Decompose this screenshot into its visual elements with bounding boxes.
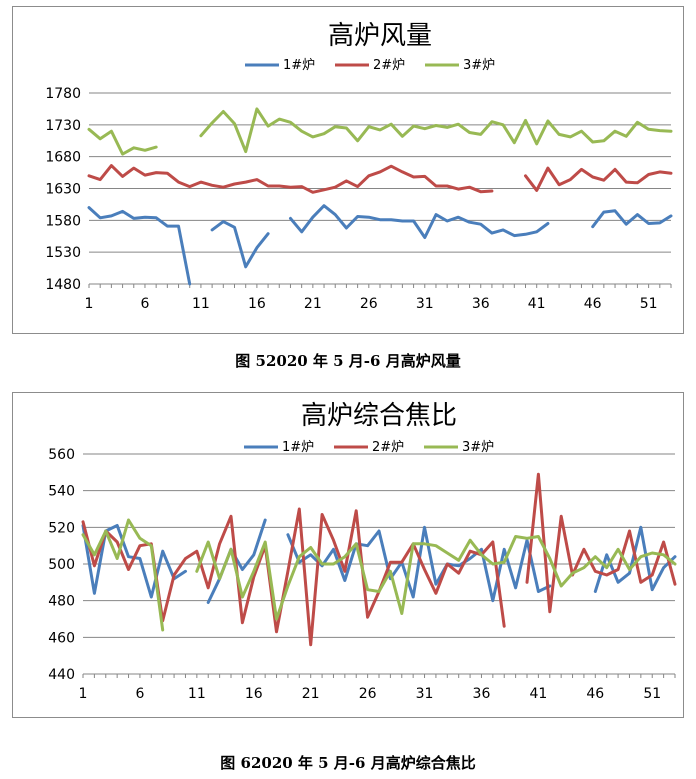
x-tick-label: 51 xyxy=(640,296,658,312)
legend-label: 1#炉 xyxy=(282,440,314,455)
y-tick-label: 520 xyxy=(48,520,75,536)
x-tick-label: 1 xyxy=(79,686,88,702)
series-line-2 xyxy=(87,164,673,194)
x-tick-label: 16 xyxy=(248,296,266,312)
x-tick-label: 46 xyxy=(586,686,604,702)
chart-coke-ratio: 高炉综合焦比 1#炉 2#炉 3#炉 440 460 480 500 520 540 560 1 6 11… xyxy=(12,392,684,718)
series-line-3 xyxy=(87,107,673,156)
legend-label: 3#炉 xyxy=(463,58,495,73)
legend-item: 1#炉 xyxy=(244,440,314,455)
legend-label: 1#炉 xyxy=(283,58,315,73)
x-tick-label: 26 xyxy=(359,686,377,702)
y-tick-label: 1780 xyxy=(45,86,81,102)
x-tick-label: 41 xyxy=(529,686,547,702)
chart-air-volume-svg: 高炉风量 1#炉 2#炉 3#炉 1480 1530 1580 1630 1680 1730 178… xyxy=(45,21,673,312)
series-line-1 xyxy=(87,204,673,286)
chart-title: 高炉风量 xyxy=(328,21,432,51)
y-tick-label: 1530 xyxy=(45,245,81,261)
y-tick-label: 1580 xyxy=(45,213,81,229)
chart-air-volume: 高炉风量 1#炉 2#炉 3#炉 1480 1530 1580 1630 1680 1730 178… xyxy=(12,6,684,334)
x-tick-label: 16 xyxy=(245,686,263,702)
x-tick-label: 31 xyxy=(416,296,434,312)
x-tick-label: 36 xyxy=(473,686,491,702)
y-tick-label: 1680 xyxy=(45,150,81,166)
x-tick-label: 11 xyxy=(188,686,206,702)
y-tick-label: 1630 xyxy=(45,182,81,198)
legend-label: 2#炉 xyxy=(372,440,404,455)
x-tick-label: 21 xyxy=(302,686,320,702)
x-tick-label: 51 xyxy=(643,686,661,702)
legend-item: 1#炉 xyxy=(245,58,315,73)
y-tick-label: 540 xyxy=(48,484,75,500)
chart-title: 高炉综合焦比 xyxy=(301,401,457,431)
y-tick-label: 560 xyxy=(48,447,75,463)
legend-label: 2#炉 xyxy=(373,58,405,73)
legend-item: 3#炉 xyxy=(424,440,494,455)
legend-item: 2#炉 xyxy=(334,440,404,455)
y-tick-label: 1730 xyxy=(45,118,81,134)
x-tick-label: 36 xyxy=(472,296,490,312)
series-line-3 xyxy=(81,518,677,632)
x-tick-label: 26 xyxy=(360,296,378,312)
y-tick-label: 480 xyxy=(48,594,75,610)
x-tick-label: 11 xyxy=(192,296,210,312)
y-tick-label: 440 xyxy=(48,667,75,683)
x-tick-label: 31 xyxy=(416,686,434,702)
x-tick-label: 46 xyxy=(584,296,602,312)
series-line-2 xyxy=(81,472,677,647)
y-tick-label: 500 xyxy=(48,557,75,573)
chart-air-volume-caption: 图 52020 年 5 月-6 月高炉风量 xyxy=(235,352,461,370)
x-tick-label: 1 xyxy=(85,296,94,312)
y-tick-label: 460 xyxy=(48,630,75,646)
x-tick-label: 6 xyxy=(141,296,150,312)
legend-item: 2#炉 xyxy=(335,58,405,73)
legend-item: 3#炉 xyxy=(425,58,495,73)
x-tick-label: 41 xyxy=(528,296,546,312)
y-tick-label: 1480 xyxy=(45,277,81,293)
x-tick-label: 21 xyxy=(304,296,322,312)
x-tick-label: 6 xyxy=(135,686,144,702)
legend-label: 3#炉 xyxy=(462,440,494,455)
chart-coke-ratio-caption: 图 62020 年 5 月-6 月高炉综合焦比 xyxy=(220,754,476,772)
